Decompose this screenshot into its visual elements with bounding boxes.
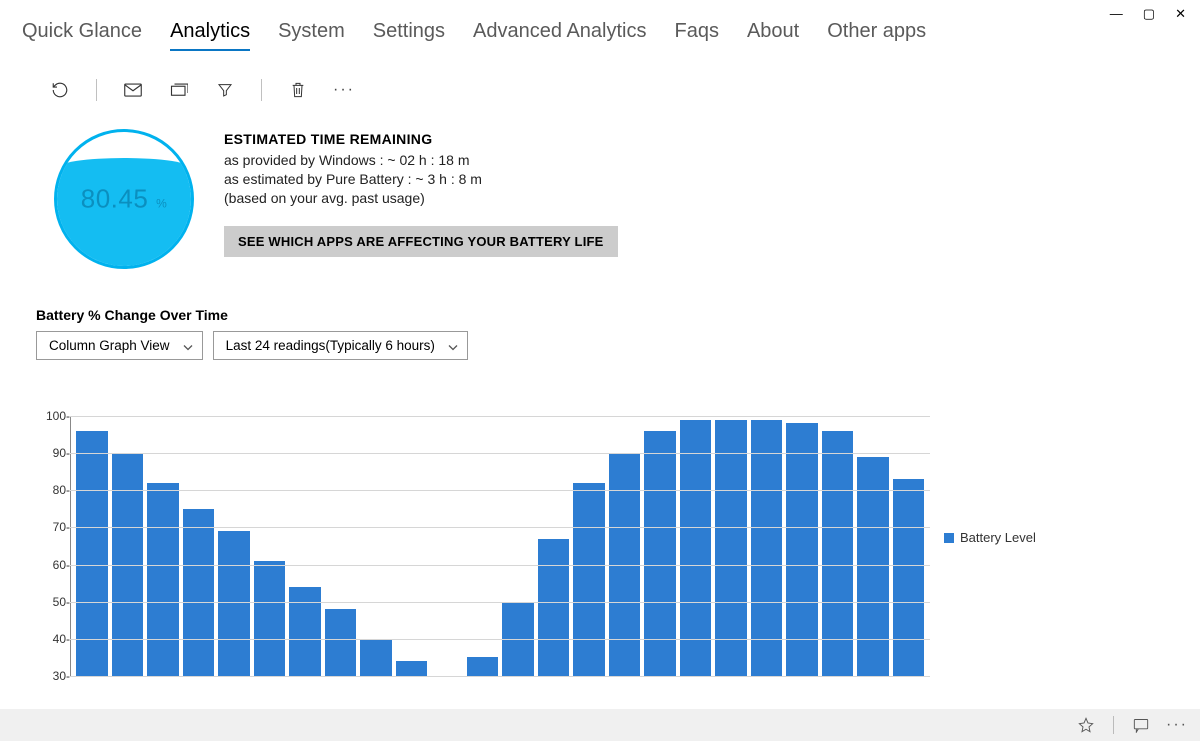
close-button[interactable]: ✕ [1175,6,1186,22]
dropdown-label: Last 24 readings(Typically 6 hours) [226,338,435,353]
y-tick-label: 40- [36,632,70,646]
statusbar-separator [1113,716,1114,734]
grid-line [70,453,930,454]
chart-section-title: Battery % Change Over Time [0,269,1200,331]
see-apps-button[interactable]: SEE WHICH APPS ARE AFFECTING YOUR BATTER… [224,226,618,257]
gauge-percent-label: 80.45 % [57,184,191,215]
estimate-line: (based on your avg. past usage) [224,189,618,208]
chart-bar [467,657,499,676]
toolbar-separator [261,79,262,101]
grid-line [70,490,930,491]
y-tick-label: 90- [36,446,70,460]
tab-settings[interactable]: Settings [373,20,445,51]
grid-line [70,639,930,640]
tab-quick-glance[interactable]: Quick Glance [22,20,142,51]
y-tick-label: 60- [36,558,70,572]
chart-bar [218,531,250,676]
battery-gauge: 80.45 % [54,129,194,269]
maximize-button[interactable]: ▢ [1143,6,1155,22]
y-tick-label: 100- [36,409,70,423]
chart-bar [325,609,357,676]
status-bar: ··· [0,709,1200,741]
tab-analytics[interactable]: Analytics [170,20,250,51]
tab-system[interactable]: System [278,20,345,51]
grid-line [70,676,930,677]
chart-bar [573,483,605,676]
y-tick-label: 50- [36,595,70,609]
chart-bar [893,479,925,676]
more-icon[interactable]: ··· [334,80,354,100]
summary-row: 80.45 % ESTIMATED TIME REMAINING as prov… [0,101,1200,269]
chart-legend: Battery Level [944,530,1036,545]
comment-icon[interactable] [1132,716,1150,734]
graph-type-dropdown[interactable]: Column Graph View [36,331,203,360]
tab-advanced-analytics[interactable]: Advanced Analytics [473,20,646,51]
grid-line [70,602,930,603]
y-tick-label: 30- [36,669,70,683]
battery-chart: 30-40-50-60-70-80-90-100- Battery Level [36,416,1046,676]
grid-line [70,416,930,417]
grid-line [70,527,930,528]
estimate-line: as estimated by Pure Battery : ~ 3 h : 8… [224,170,618,189]
chart-bar [751,420,783,676]
tab-about[interactable]: About [747,20,799,51]
chart-bar [538,539,570,676]
filter-icon[interactable] [215,80,235,100]
y-tick-label: 70- [36,520,70,534]
tab-faqs[interactable]: Faqs [674,20,718,51]
chart-bar [254,561,286,676]
estimate-block: ESTIMATED TIME REMAINING as provided by … [224,129,618,257]
y-axis-line [70,416,71,676]
chart-bar [360,639,392,676]
chart-dropdowns: Column Graph View Last 24 readings(Typic… [0,331,1200,360]
y-axis: 30-40-50-60-70-80-90-100- [36,416,70,676]
star-icon[interactable] [1077,716,1095,734]
more-icon[interactable]: ··· [1168,716,1186,734]
chart-bar [680,420,712,676]
estimate-line: as provided by Windows : ~ 02 h : 18 m [224,151,618,170]
legend-label: Battery Level [960,530,1036,545]
rectangle-icon[interactable] [169,80,189,100]
time-range-dropdown[interactable]: Last 24 readings(Typically 6 hours) [213,331,468,360]
trash-icon[interactable] [288,80,308,100]
dropdown-label: Column Graph View [49,338,170,353]
chart-bar [396,661,428,676]
chart-plot [70,416,930,676]
window-controls: — ▢ ✕ [1110,0,1200,22]
nav-tabs: Quick Glance Analytics System Settings Advan… [0,0,1200,51]
chart-bar [147,483,179,676]
chart-bar [289,587,321,676]
chart-bars [76,416,924,676]
mail-icon[interactable] [123,80,143,100]
toolbar: ··· [0,51,1200,101]
grid-line [70,565,930,566]
toolbar-separator [96,79,97,101]
chart-bar [183,509,215,676]
y-tick-label: 80- [36,483,70,497]
legend-swatch [944,533,954,543]
tab-other-apps[interactable]: Other apps [827,20,926,51]
refresh-icon[interactable] [50,80,70,100]
estimate-title: ESTIMATED TIME REMAINING [224,131,618,147]
chevron-down-icon [183,338,193,353]
chart-bar [715,420,747,676]
minimize-button[interactable]: — [1110,6,1123,22]
chevron-down-icon [448,338,458,353]
